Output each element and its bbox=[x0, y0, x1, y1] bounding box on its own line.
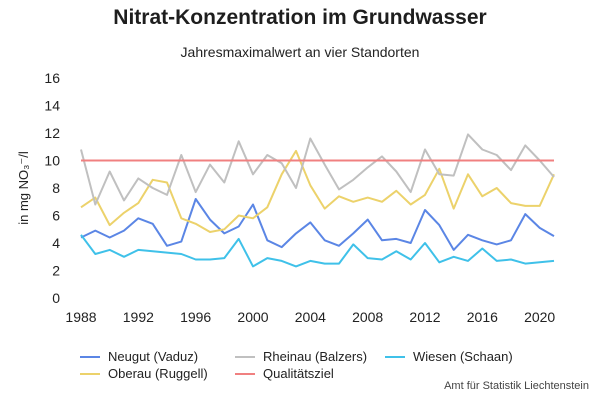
series-line-neugut-vaduz bbox=[80, 198, 555, 251]
legend-label: Neugut (Vaduz) bbox=[108, 349, 199, 364]
y-tick-label: 4 bbox=[52, 235, 60, 251]
legend-swatch bbox=[80, 372, 100, 375]
chart-subtitle: Jahresmaximalwert an vier Standorten bbox=[180, 44, 420, 60]
x-tick-label: 2016 bbox=[467, 309, 498, 325]
series-line-wiesen-schaan bbox=[80, 234, 555, 268]
y-tick-label: 0 bbox=[52, 290, 60, 306]
legend-item-neugut[interactable]: Neugut (Vaduz) bbox=[80, 349, 198, 364]
x-tick-label: 2000 bbox=[237, 309, 268, 325]
legend-item-rheinau[interactable]: Rheinau (Balzers) bbox=[235, 349, 367, 364]
x-tick-label: 1988 bbox=[65, 309, 96, 325]
series-line-oberau-ruggell bbox=[80, 149, 555, 233]
legend-label: Rheinau (Balzers) bbox=[263, 349, 368, 364]
x-tick-label: 2004 bbox=[295, 309, 326, 325]
legend-item-oberau[interactable]: Oberau (Ruggell) bbox=[80, 366, 208, 381]
series-lines bbox=[80, 133, 555, 268]
x-tick-label: 2020 bbox=[524, 309, 555, 325]
legend-item-qualitaetsziel[interactable]: Qualitätsziel bbox=[235, 366, 334, 381]
legend-label: Wiesen (Schaan) bbox=[413, 349, 513, 364]
legend-swatch bbox=[80, 355, 100, 358]
y-tick-label: 16 bbox=[44, 70, 60, 86]
y-tick-label: 8 bbox=[52, 180, 60, 196]
axes: 0 2 4 6 8 10 12 14 16 1988 1992 1996 2000 2004 2008 201… bbox=[44, 70, 555, 325]
y-tick-label: 6 bbox=[52, 208, 60, 224]
chart-title: Nitrat-Konzentration im Grundwasser bbox=[113, 6, 487, 29]
legend-item-wiesen[interactable]: Wiesen (Schaan) bbox=[385, 349, 513, 364]
series-line-rheinau-balzers bbox=[80, 133, 555, 206]
x-tick-label: 2012 bbox=[409, 309, 440, 325]
y-tick-label: 2 bbox=[52, 263, 60, 279]
y-tick-label: 10 bbox=[44, 153, 60, 169]
legend-label: Qualitätsziel bbox=[263, 366, 334, 381]
legend-swatch bbox=[235, 355, 255, 358]
source-credit: Amt für Statistik Liechtenstein bbox=[444, 380, 589, 392]
x-tick-label: 2008 bbox=[352, 309, 383, 325]
legend-swatch bbox=[235, 372, 255, 375]
x-tick-label: 1992 bbox=[123, 309, 154, 325]
legend-label: Oberau (Ruggell) bbox=[108, 366, 208, 381]
y-tick-label: 12 bbox=[44, 125, 60, 141]
legend-swatch bbox=[385, 355, 405, 358]
x-tick-label: 1996 bbox=[180, 309, 211, 325]
y-tick-label: 14 bbox=[44, 98, 60, 114]
